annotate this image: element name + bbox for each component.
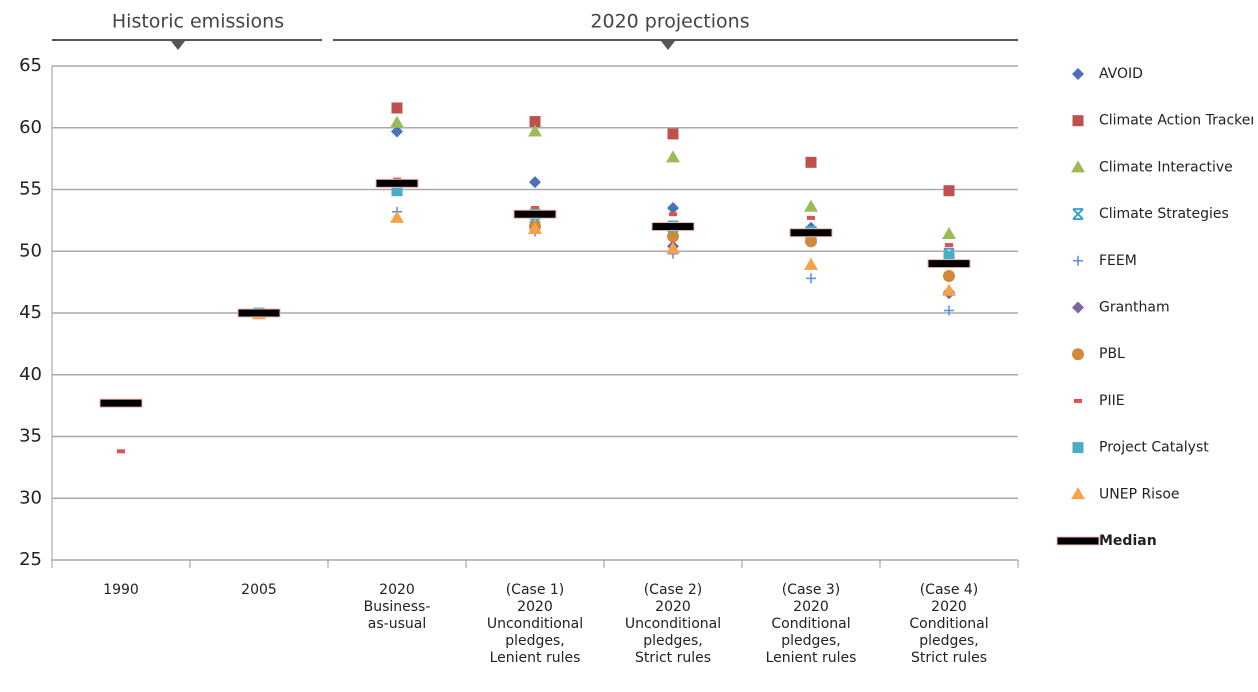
x-tick-label: Strict rules bbox=[911, 650, 987, 666]
x-tick-label: (Case 2) bbox=[644, 582, 703, 598]
legend-marker bbox=[1072, 208, 1084, 221]
point bbox=[945, 243, 953, 248]
median-bar bbox=[789, 228, 833, 238]
x-tick-label: 2005 bbox=[241, 582, 277, 598]
group-pointer bbox=[171, 41, 675, 50]
legend-marker bbox=[1072, 348, 1084, 361]
y-tick-label: 55 bbox=[19, 179, 42, 200]
legend-label: FEEM bbox=[1099, 253, 1137, 269]
y-tick-label: 65 bbox=[19, 55, 42, 76]
legend-marker bbox=[1072, 301, 1084, 314]
point bbox=[805, 156, 817, 168]
x-tick-label: 2020 bbox=[931, 599, 967, 615]
x-tick-label: pledges, bbox=[643, 633, 703, 649]
point bbox=[391, 102, 403, 114]
legend-label: AVOID bbox=[1099, 66, 1143, 82]
x-tick-label: as-usual bbox=[368, 616, 426, 632]
median-bar bbox=[237, 308, 281, 318]
legend-marker bbox=[1073, 255, 1083, 266]
point bbox=[943, 269, 955, 282]
x-tick-label: 2020 bbox=[655, 599, 691, 615]
point bbox=[804, 257, 818, 270]
point bbox=[943, 251, 955, 263]
median-bar bbox=[927, 259, 971, 269]
legend-label: UNEP Risoe bbox=[1099, 486, 1180, 502]
x-tick-label: pledges, bbox=[781, 633, 841, 649]
legend-label: PBL bbox=[1099, 346, 1125, 362]
point bbox=[806, 273, 816, 284]
legend-label: Climate Strategies bbox=[1099, 206, 1229, 222]
legend-label: Climate Interactive bbox=[1099, 159, 1233, 175]
group-label: 2020 projections bbox=[590, 11, 749, 33]
point bbox=[666, 241, 680, 254]
legend-label: Project Catalyst bbox=[1099, 440, 1209, 456]
x-tick-label: 2020 bbox=[517, 599, 553, 615]
y-tick-label: 35 bbox=[19, 426, 42, 447]
x-tick-label: (Case 1) bbox=[506, 582, 565, 598]
point bbox=[391, 125, 403, 138]
x-tick-label: 1990 bbox=[103, 582, 139, 598]
point bbox=[529, 176, 541, 189]
point bbox=[805, 235, 817, 248]
group-label: Historic emissions bbox=[112, 11, 284, 33]
point bbox=[666, 150, 680, 163]
point bbox=[807, 215, 815, 220]
x-tick-label: pledges, bbox=[919, 633, 979, 649]
point bbox=[942, 226, 956, 239]
x-tick-label: Conditional bbox=[909, 616, 988, 632]
y-tick-label: 40 bbox=[19, 364, 42, 385]
legend-label: PIIE bbox=[1099, 393, 1125, 409]
point bbox=[944, 305, 954, 316]
x-tick-label: Unconditional bbox=[487, 616, 583, 632]
legend-marker bbox=[1072, 442, 1084, 454]
point bbox=[667, 230, 679, 243]
x-tick-label: (Case 3) bbox=[782, 582, 841, 598]
x-tick-label: pledges, bbox=[505, 633, 565, 649]
legend-marker bbox=[1072, 115, 1084, 127]
x-tick-label: Business- bbox=[364, 599, 431, 615]
point bbox=[117, 449, 125, 454]
y-tick-label: 60 bbox=[19, 117, 42, 138]
point bbox=[528, 222, 542, 235]
legend-marker bbox=[1072, 68, 1084, 80]
x-tick-label: 2020 bbox=[793, 599, 829, 615]
point bbox=[390, 115, 404, 128]
y-tick-label: 50 bbox=[19, 240, 42, 261]
point bbox=[667, 128, 679, 140]
x-tick-label: Unconditional bbox=[625, 616, 721, 632]
point bbox=[667, 202, 679, 215]
legend-marker bbox=[1071, 160, 1085, 173]
point bbox=[942, 283, 956, 296]
point bbox=[531, 206, 539, 211]
x-tick-label: Lenient rules bbox=[766, 650, 857, 666]
point bbox=[669, 212, 677, 217]
y-tick-label: 30 bbox=[19, 487, 42, 508]
x-tick-label: (Case 4) bbox=[920, 582, 979, 598]
x-tick-label: Strict rules bbox=[635, 650, 711, 666]
median-bar bbox=[651, 222, 695, 232]
y-tick-label: 25 bbox=[19, 549, 42, 570]
x-tick-label: Conditional bbox=[771, 616, 850, 632]
x-tick-label: 2020 bbox=[379, 582, 415, 598]
point bbox=[943, 185, 955, 197]
median-bar bbox=[513, 209, 557, 219]
x-tick-label: Lenient rules bbox=[490, 650, 581, 666]
point bbox=[529, 116, 541, 128]
legend-marker bbox=[1074, 398, 1082, 403]
legend-marker bbox=[1056, 536, 1100, 546]
median-bar bbox=[99, 398, 143, 408]
point bbox=[391, 185, 403, 197]
legend-marker bbox=[1071, 487, 1085, 500]
median-bar bbox=[375, 178, 419, 188]
point bbox=[390, 210, 404, 223]
point bbox=[528, 124, 542, 137]
y-tick-label: 45 bbox=[19, 302, 42, 323]
legend-label: Median bbox=[1099, 533, 1157, 549]
point bbox=[804, 199, 818, 212]
legend-label: Climate Action Tracker bbox=[1099, 113, 1256, 129]
legend-label: Grantham bbox=[1099, 300, 1170, 316]
